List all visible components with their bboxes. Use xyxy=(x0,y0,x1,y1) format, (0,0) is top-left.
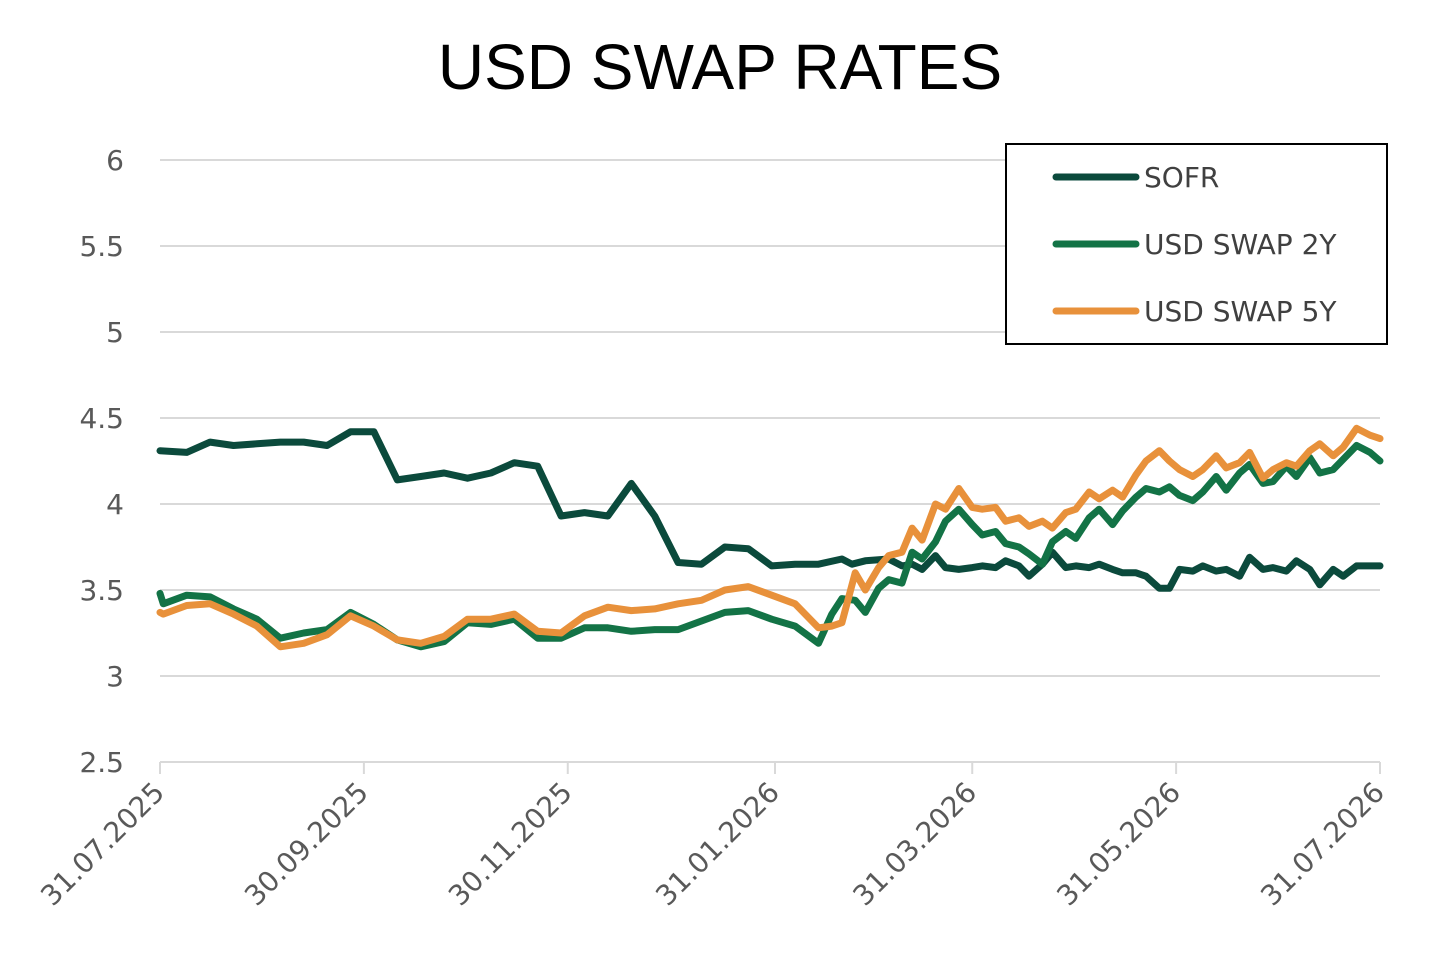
x-axis-tick-labels: 31.07.2025 30.09.2025 30.11.2025 31.01.2026… xyxy=(34,776,1391,913)
y-tick-label: 4 xyxy=(106,488,124,521)
legend: SOFR USD SWAP 2Y USD SWAP 5Y xyxy=(1005,143,1388,345)
y-tick-label: 5 xyxy=(106,316,124,349)
x-tick-label: 31.03.2026 xyxy=(846,776,983,913)
series-lines xyxy=(156,424,1384,651)
series-line-usd-swap-5y xyxy=(156,424,1384,651)
y-tick-label: 4.5 xyxy=(79,402,124,435)
y-tick-label: 5.5 xyxy=(79,230,124,263)
x-axis xyxy=(159,761,1381,774)
y-tick-label: 3 xyxy=(106,660,124,693)
x-tick-label: 31.07.2026 xyxy=(1254,776,1391,913)
y-tick-label: 3.5 xyxy=(79,574,124,607)
legend-label: SOFR xyxy=(1144,161,1219,194)
legend-label: USD SWAP 5Y xyxy=(1144,295,1337,328)
series-line-usd-swap-2y xyxy=(156,442,1384,651)
legend-label: USD SWAP 2Y xyxy=(1144,228,1337,261)
x-tick-label: 30.09.2025 xyxy=(238,776,375,913)
y-tick-label: 2.5 xyxy=(79,746,124,779)
chart-title: USD SWAP RATES xyxy=(437,31,1003,103)
y-axis-tick-labels: 2.5 3 3.5 4 4.5 5 5.5 6 xyxy=(79,144,124,779)
x-tick-label: 31.01.2026 xyxy=(649,776,786,913)
x-tick-label: 30.11.2025 xyxy=(442,776,579,913)
series-line-sofr xyxy=(156,428,1384,592)
x-tick-label: 31.07.2025 xyxy=(34,776,171,913)
y-tick-label: 6 xyxy=(106,144,124,177)
x-tick-label: 31.05.2026 xyxy=(1050,776,1187,913)
